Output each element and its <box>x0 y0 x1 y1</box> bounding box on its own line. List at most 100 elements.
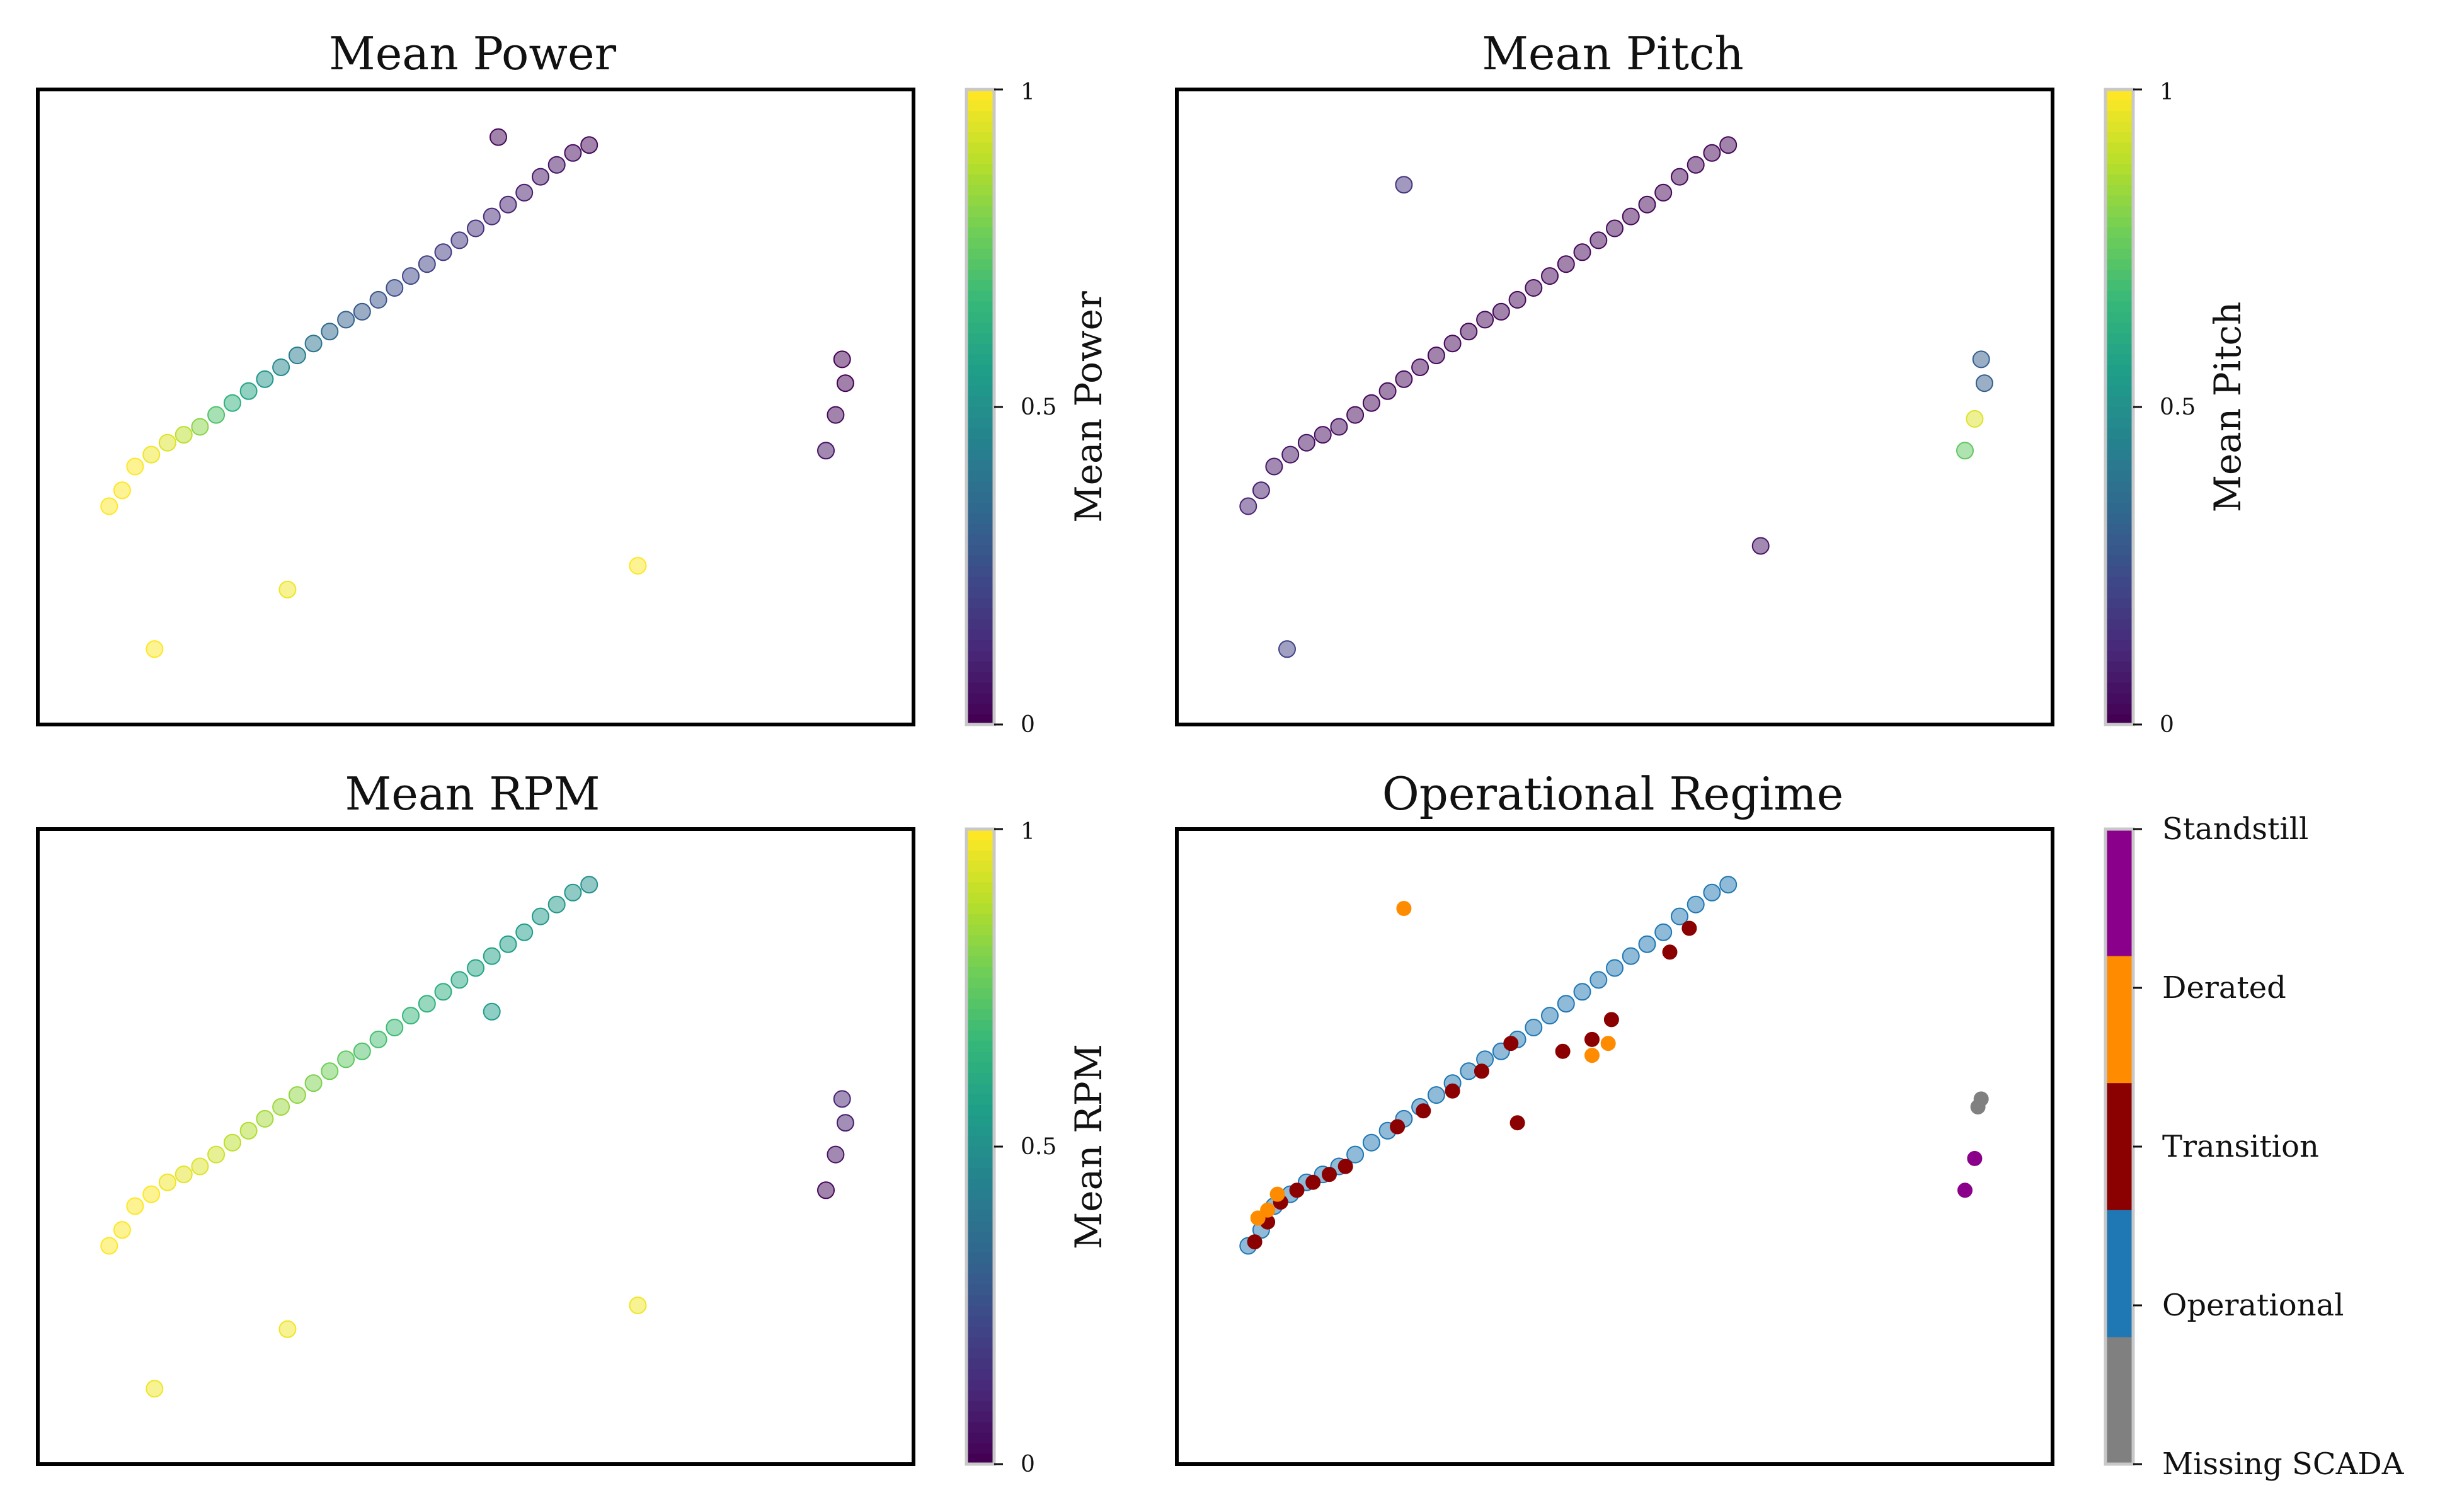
colorbar-segment <box>966 1009 994 1020</box>
colorbar-segment <box>966 1178 994 1189</box>
colorbar-segment <box>966 174 994 185</box>
data-point <box>1956 442 1974 460</box>
colorbar-segment <box>966 703 994 714</box>
data-point <box>1416 1103 1431 1119</box>
category-swatch <box>2105 829 2133 957</box>
colorbar-segment <box>2105 566 2133 577</box>
colorbar-segment <box>966 1210 994 1222</box>
colorbar-segment <box>966 163 994 175</box>
data-point <box>113 481 131 500</box>
data-point <box>547 156 566 174</box>
data-point <box>337 311 355 329</box>
chart-title: Operational Regime <box>1382 767 1843 820</box>
colorbar-segment <box>2105 481 2133 492</box>
colorbar-segment <box>2105 597 2133 609</box>
colorbar-segment <box>966 1284 994 1295</box>
data-point <box>1573 983 1591 1001</box>
data-point <box>629 557 647 575</box>
category-swatch <box>2105 1210 2133 1337</box>
panel-mean-pitch: Mean Pitch 1 0.5 0 Mean Pitch <box>1175 27 2249 738</box>
category-colorbar <box>2104 827 2142 1466</box>
panel-mean-power: Mean Power 1 0.5 0 Mean Power <box>36 27 1110 738</box>
data-point <box>1305 1174 1321 1190</box>
colorbar-segment <box>966 301 994 312</box>
colorbar-segment <box>2105 608 2133 619</box>
colorbar-segment <box>966 290 994 302</box>
data-point <box>1654 183 1673 202</box>
colorbar-segment <box>966 1326 994 1337</box>
data-point <box>836 1114 854 1132</box>
colorbar-segment <box>966 470 994 482</box>
data-point <box>1395 176 1413 194</box>
colorbar-segment <box>966 428 994 439</box>
colorbar-segment <box>966 1379 994 1390</box>
data-point <box>580 136 598 154</box>
colorbar-segment <box>966 892 994 904</box>
colorbar-segment <box>2105 248 2133 260</box>
colorbar <box>2104 88 2142 726</box>
colorbar-segment <box>966 481 994 492</box>
data-point <box>467 219 484 238</box>
colorbar-segment <box>966 1114 994 1126</box>
colorbar-segment <box>966 555 994 566</box>
data-point <box>142 1185 161 1203</box>
chart-title: Mean Pitch <box>1482 27 1744 80</box>
data-point <box>833 350 851 369</box>
colorbar-segment <box>966 1167 994 1179</box>
colorbar-segment <box>966 882 994 893</box>
colorbar-segment <box>2105 650 2133 662</box>
data-point <box>1278 640 1296 658</box>
colorbar-label: Mean Power <box>1067 291 1110 523</box>
data-point <box>1557 995 1575 1013</box>
category-label: Standstill <box>2162 811 2308 847</box>
data-point <box>515 183 534 202</box>
colorbar-segment <box>966 449 994 461</box>
data-point <box>629 1297 647 1314</box>
colorbar-segment <box>966 1358 994 1370</box>
data-point <box>434 983 452 1001</box>
colorbar-segment <box>966 1432 994 1443</box>
colorbar-segment <box>966 333 994 344</box>
data-point <box>272 358 290 376</box>
data-point <box>1557 255 1575 273</box>
data-point <box>126 1197 144 1215</box>
category-swatch <box>2105 956 2133 1084</box>
colorbar-segment <box>966 861 994 872</box>
colorbar-segment <box>2105 491 2133 503</box>
data-point <box>418 255 436 273</box>
colorbar-segment <box>966 850 994 861</box>
colorbar-segment <box>966 1051 994 1063</box>
data-point <box>1966 410 1984 428</box>
colorbar-segment <box>966 1295 994 1306</box>
data-point <box>1390 1119 1406 1135</box>
data-point <box>1445 1083 1460 1099</box>
data-point <box>827 406 845 424</box>
colorbar-segment <box>966 460 994 471</box>
data-point <box>1600 1036 1616 1051</box>
colorbar-segment <box>2105 322 2133 333</box>
data-point <box>1281 445 1300 464</box>
colorbar-tick-label: 0.5 <box>2160 394 2196 420</box>
data-point <box>1671 907 1688 925</box>
data-point <box>434 243 452 261</box>
colorbar-segment <box>2105 692 2133 704</box>
data-point <box>580 876 598 894</box>
data-point <box>256 370 274 388</box>
colorbar-segment <box>966 1242 994 1253</box>
colorbar-segment <box>2105 258 2133 270</box>
data-point <box>1247 1234 1263 1250</box>
data-point <box>1330 418 1348 436</box>
colorbar-segment <box>966 1315 994 1327</box>
colorbar-segment <box>966 619 994 630</box>
data-point <box>1297 433 1315 452</box>
panel-mean-rpm: Mean RPM 1 0.5 0 Mean RPM <box>36 767 1110 1477</box>
plot-frame <box>1175 827 2054 1466</box>
colorbar-segment <box>966 1220 994 1232</box>
data-point <box>1346 1145 1365 1164</box>
colorbar-segment <box>2105 523 2133 535</box>
colorbar-segment <box>966 407 994 418</box>
data-point <box>1260 1202 1276 1218</box>
data-point <box>1460 323 1478 341</box>
plot-area <box>100 128 854 658</box>
colorbar-segment <box>966 195 994 207</box>
